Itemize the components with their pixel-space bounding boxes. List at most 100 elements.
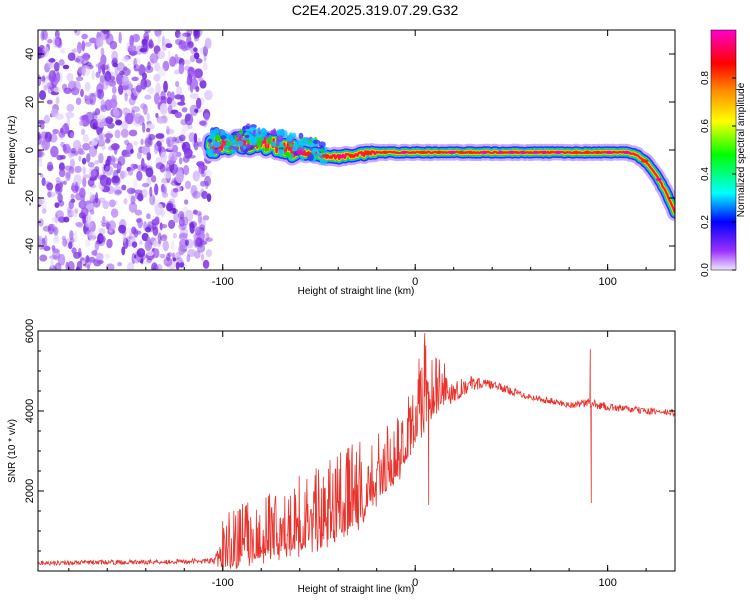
noise-blob bbox=[121, 85, 129, 90]
ridge-hotspot bbox=[533, 150, 539, 154]
colorbar-tick-label: 0.6 bbox=[700, 119, 711, 133]
noise-blob bbox=[166, 252, 171, 262]
noise-blob bbox=[117, 261, 122, 267]
noise-blob bbox=[75, 97, 82, 105]
noise-blob bbox=[108, 145, 116, 151]
noise-blob bbox=[154, 92, 160, 105]
noise-blob bbox=[136, 247, 146, 258]
ridge-blob bbox=[320, 148, 325, 154]
noise-blob bbox=[109, 75, 116, 81]
noise-blob bbox=[162, 233, 167, 239]
noise-blob bbox=[54, 113, 64, 120]
ridge-hotspot bbox=[594, 150, 601, 154]
ridge-blob bbox=[208, 143, 213, 148]
noise-blob bbox=[97, 88, 105, 100]
noise-blob bbox=[105, 263, 115, 270]
y-tick-label: -20 bbox=[24, 190, 36, 206]
noise-blob bbox=[91, 137, 99, 146]
noise-blob bbox=[136, 170, 143, 181]
noise-blob bbox=[84, 41, 92, 47]
noise-blob bbox=[43, 245, 51, 251]
noise-blob bbox=[54, 234, 59, 242]
ridge-blob bbox=[245, 129, 251, 135]
ridge-hotspot bbox=[348, 153, 355, 158]
noise-blob bbox=[182, 206, 189, 214]
ridge-blob bbox=[240, 137, 247, 141]
noise-blob bbox=[194, 210, 202, 216]
noise-blob bbox=[141, 72, 147, 80]
noise-blob bbox=[149, 194, 155, 206]
noise-blob bbox=[181, 141, 186, 150]
noise-blob bbox=[121, 149, 130, 158]
noise-blob bbox=[58, 168, 66, 178]
noise-blob bbox=[202, 62, 208, 71]
noise-blob bbox=[74, 208, 79, 214]
noise-blob bbox=[148, 38, 153, 48]
noise-blob bbox=[154, 183, 159, 196]
noise-blob bbox=[145, 127, 151, 133]
noise-blob bbox=[205, 237, 213, 242]
noise-blob bbox=[74, 165, 82, 174]
noise-blob bbox=[82, 134, 89, 143]
noise-blob bbox=[153, 248, 160, 259]
noise-blob bbox=[163, 80, 168, 93]
noise-blob bbox=[74, 30, 81, 36]
noise-blob bbox=[81, 128, 86, 136]
noise-blob bbox=[166, 91, 172, 98]
noise-blob bbox=[195, 237, 203, 247]
ridge-blob bbox=[292, 143, 299, 148]
ridge-blob bbox=[285, 152, 289, 158]
noise-blob bbox=[194, 226, 202, 236]
ridge-hotspot bbox=[322, 154, 330, 158]
noise-blob bbox=[181, 226, 186, 231]
noise-blob bbox=[132, 33, 141, 43]
noise-blob bbox=[122, 56, 130, 62]
noise-blob bbox=[123, 198, 128, 205]
noise-blob bbox=[65, 172, 71, 182]
noise-blob bbox=[69, 230, 74, 241]
snr-frame bbox=[37, 330, 676, 572]
y-tick-label: 6000 bbox=[24, 319, 36, 343]
noise-blob bbox=[142, 39, 148, 52]
noise-blob bbox=[75, 55, 85, 64]
ridge-blob bbox=[276, 129, 284, 134]
noise-blob bbox=[172, 232, 177, 239]
noise-blob bbox=[116, 61, 125, 72]
noise-blob bbox=[143, 260, 151, 265]
noise-blob bbox=[96, 259, 104, 265]
noise-blob bbox=[185, 209, 194, 222]
ridge-blob bbox=[307, 142, 316, 148]
noise-blob bbox=[113, 143, 118, 155]
noise-blob bbox=[44, 235, 48, 247]
noise-blob bbox=[117, 156, 126, 166]
snr-x-ticks: -100 0 100 bbox=[68, 331, 647, 589]
noise-blob bbox=[159, 103, 168, 115]
noise-blob bbox=[111, 59, 118, 66]
noise-blob bbox=[40, 30, 45, 41]
noise-blob bbox=[47, 84, 51, 94]
noise-blob bbox=[96, 37, 101, 49]
noise-blob bbox=[74, 58, 81, 63]
noise-blob bbox=[98, 114, 106, 123]
noise-blob bbox=[172, 144, 179, 153]
noise-blob bbox=[46, 182, 54, 191]
noise-blob bbox=[175, 251, 181, 260]
noise-blob bbox=[50, 257, 54, 269]
noise-blob bbox=[172, 257, 177, 262]
ridge-blob bbox=[256, 136, 263, 146]
ridge-blob bbox=[254, 132, 260, 136]
noise-blob bbox=[96, 139, 105, 147]
ridge-hotspot bbox=[381, 150, 389, 154]
noise-blob bbox=[131, 226, 137, 235]
noise-blob bbox=[81, 40, 86, 52]
noise-blob bbox=[42, 225, 52, 232]
noise-blob bbox=[85, 254, 90, 264]
noise-blob bbox=[94, 241, 100, 251]
noise-blob bbox=[42, 30, 48, 41]
noise-blob bbox=[160, 183, 168, 195]
noise-blob bbox=[184, 180, 192, 190]
noise-blob bbox=[108, 199, 116, 208]
noise-blob bbox=[123, 106, 128, 111]
noise-blob bbox=[187, 67, 197, 75]
ridge-hotspot bbox=[584, 150, 591, 154]
